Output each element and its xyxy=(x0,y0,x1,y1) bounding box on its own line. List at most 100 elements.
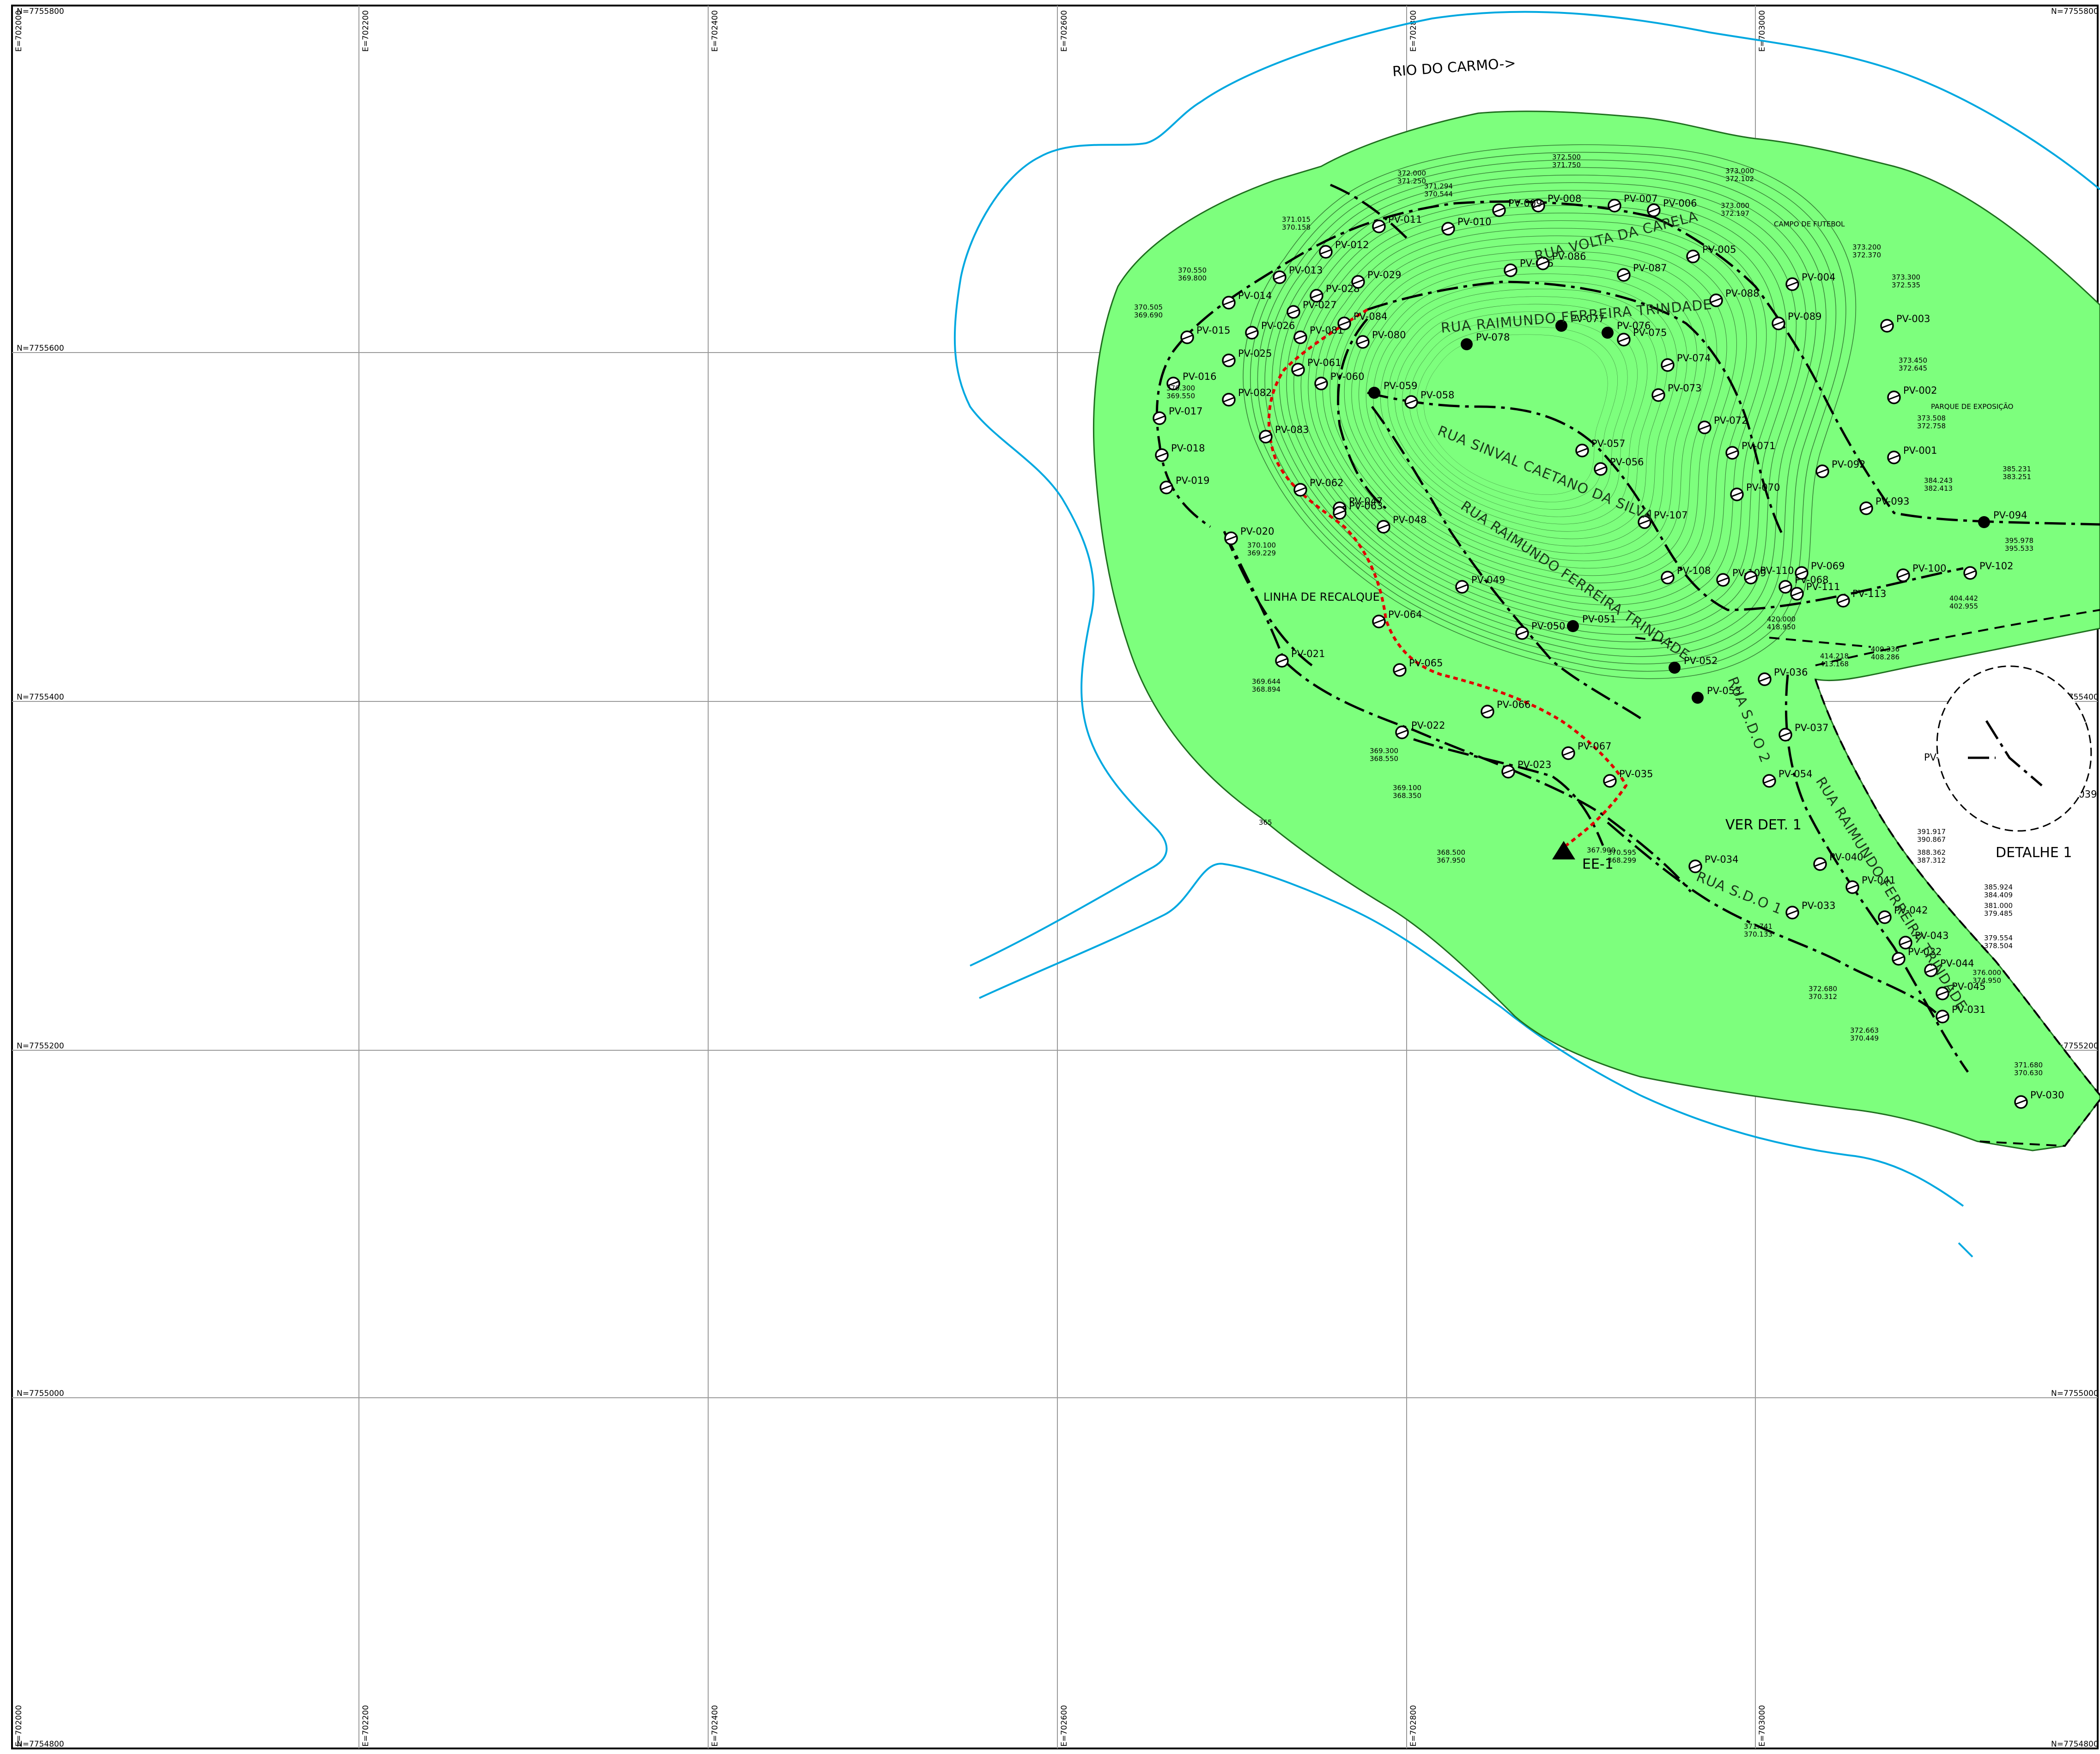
manhole-icon-slash xyxy=(1763,778,1776,784)
manhole-label: PV-053 xyxy=(1707,685,1741,696)
manhole-label: PV-048 xyxy=(1393,514,1426,525)
manhole-icon-slash xyxy=(1603,778,1616,784)
manhole-icon-slash xyxy=(1160,484,1173,491)
parque-exposicao-label: PARQUE DE EXPOSIÇÃO xyxy=(1931,402,2013,411)
manhole-icon xyxy=(1669,662,1681,674)
manhole-label: PV-111 xyxy=(1806,581,1840,592)
elevation-label: 382.413 xyxy=(1924,484,1953,493)
manhole-icon-slash xyxy=(1638,519,1651,525)
manhole-label: PV-080 xyxy=(1372,329,1406,341)
ee1-label: EE-1 xyxy=(1582,856,1614,872)
manhole-pv-066: PV-066 xyxy=(1481,699,1530,719)
manhole-label: PV-058 xyxy=(1420,390,1454,401)
manhole-label: PV-025 xyxy=(1238,348,1272,359)
elevation-label: 372.645 xyxy=(1899,364,1927,372)
manhole-icon-slash xyxy=(1860,505,1873,512)
contour-line xyxy=(1315,220,1757,606)
easting-label: E=702200 xyxy=(361,10,370,52)
elevation-label: 368.550 xyxy=(1370,755,1398,763)
manhole-icon-slash xyxy=(1888,454,1900,461)
manhole-pv-057: PV-057 xyxy=(1575,438,1625,457)
elevation-label: 370.630 xyxy=(2014,1069,2043,1077)
manhole-icon-slash xyxy=(1310,292,1323,299)
manhole-label: PV-035 xyxy=(1619,768,1653,780)
manhole-pv-063: PV-063 xyxy=(1333,500,1383,520)
manhole-pv-087: PV-087 xyxy=(1617,262,1667,282)
manhole-pv-077: PV-077 xyxy=(1555,313,1604,332)
manhole-icon-slash xyxy=(1726,450,1739,456)
elevation-label: 374.950 xyxy=(1973,976,2001,985)
manhole-icon-slash xyxy=(1814,861,1827,867)
manhole-pv-016: PV-016 xyxy=(1166,371,1216,390)
manhole-pv-080: PV-080 xyxy=(1356,329,1406,349)
elevation-label: 371.250 xyxy=(1397,177,1426,185)
manhole-label: PV-088 xyxy=(1725,288,1759,299)
elevation-label: 368.299 xyxy=(1608,856,1636,865)
manhole-pv-001: PV-001 xyxy=(1887,445,1937,464)
manhole-label: PV-030 xyxy=(2030,1090,2064,1101)
contour-line xyxy=(1286,190,1797,635)
manhole-pv-092: PV-092 xyxy=(1815,459,1865,478)
manhole-pv-053: PV-053 xyxy=(1692,685,1741,704)
manhole-pv-028: PV-028 xyxy=(1310,283,1360,303)
manhole-icon-slash xyxy=(1795,570,1808,576)
manhole-icon-slash xyxy=(1259,433,1272,440)
manhole-icon-slash xyxy=(1377,524,1390,530)
manhole-label: PV-009 xyxy=(1508,198,1542,209)
manhole-icon-slash xyxy=(1562,750,1575,756)
manhole-pv-108: PV-108 xyxy=(1661,565,1711,585)
manhole-label: PV-019 xyxy=(1176,475,1209,486)
elevation-label: 369.300 xyxy=(1370,747,1398,755)
manhole-pv-069: PV-069 xyxy=(1795,560,1845,580)
manhole-icon-slash xyxy=(1647,207,1660,213)
contour-line xyxy=(1351,258,1707,569)
manhole-label: PV-040 xyxy=(1829,852,1863,863)
manhole-pv-045: PV-045 xyxy=(1936,981,1985,1000)
manhole-pv-008: PV-008 xyxy=(1531,193,1581,213)
manhole-icon-slash xyxy=(1294,334,1307,341)
contour-line xyxy=(1402,311,1638,517)
manhole-icon-slash xyxy=(1181,334,1194,341)
manhole-layer: PV-001 PV-002 PV-003 PV-004 PV-005 PV-006 PV-0… xyxy=(1153,193,2097,1109)
manhole-label: PV-044 xyxy=(1940,958,1974,969)
manhole-icon-slash xyxy=(1225,535,1238,542)
elevation-label: 379.554 xyxy=(1984,934,2013,942)
manhole-label: PV-070 xyxy=(1746,482,1780,493)
manhole-icon-slash xyxy=(1442,225,1455,232)
northing-label: N=7754800 xyxy=(17,1740,64,1749)
manhole-icon-slash xyxy=(1661,574,1674,581)
manhole-label: PV-003 xyxy=(1896,313,1930,324)
manhole-icon xyxy=(1555,320,1567,332)
manhole-pv-058: PV-058 xyxy=(1404,390,1454,409)
elevation-label: 369.550 xyxy=(1166,392,1195,400)
manhole-label: PV-107 xyxy=(1654,510,1687,521)
manhole-icon-slash xyxy=(1888,394,1900,401)
manhole-pv-020: PV-020 xyxy=(1224,526,1274,545)
manhole-label: PV-021 xyxy=(1291,648,1325,659)
manhole-icon-slash xyxy=(1897,572,1910,579)
elevation-label: 370.550 xyxy=(1178,266,1207,274)
manhole-label: PV-026 xyxy=(1261,320,1295,331)
manhole-icon-slash xyxy=(1516,630,1529,636)
manhole-label: PV-110 xyxy=(1760,565,1794,576)
elevation-label: 371.741 xyxy=(1744,922,1772,931)
elevation-label: 370.158 xyxy=(1282,223,1311,231)
manhole-pv-017: PV-017 xyxy=(1153,406,1202,425)
manhole-icon-slash xyxy=(1936,1013,1949,1020)
elevation-label: 371.680 xyxy=(2014,1061,2043,1069)
elevation-label: 384.243 xyxy=(1924,476,1953,485)
elevation-label: 395.978 xyxy=(2005,536,2033,545)
manhole-pv-050: PV-050 xyxy=(1515,621,1565,640)
campo-futebol-label: CAMPO DE FUTEBOL xyxy=(1774,220,1845,228)
contour-line xyxy=(1344,250,1718,576)
manhole-icon-slash xyxy=(1405,399,1418,405)
manhole-pv-031: PV-031 xyxy=(1936,1004,1985,1023)
elevation-label: 404.442 xyxy=(1949,594,1978,603)
manhole-label: PV-065 xyxy=(1409,658,1443,669)
manhole-icon-slash xyxy=(1779,731,1792,738)
manhole-pv-067: PV-067 xyxy=(1561,741,1611,760)
elevation-label: 371.750 xyxy=(1552,161,1581,169)
elevation-label: 376.000 xyxy=(1973,968,2001,977)
manhole-icon-slash xyxy=(1356,339,1369,345)
